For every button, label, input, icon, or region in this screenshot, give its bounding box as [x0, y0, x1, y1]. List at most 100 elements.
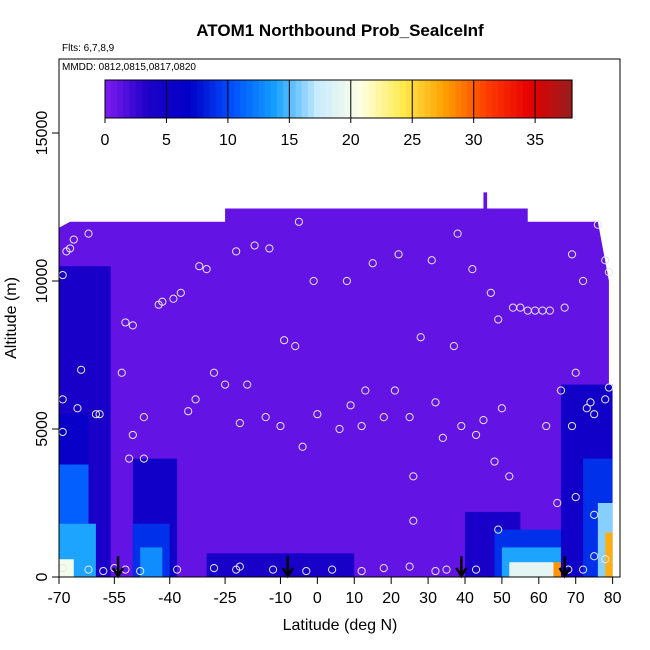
colorbar-tick-label: 10	[219, 132, 237, 149]
sample-point	[136, 566, 145, 576]
colorbar-swatch	[565, 80, 573, 118]
sample-point	[578, 565, 588, 574]
sample-point	[173, 565, 182, 574]
sample-point	[158, 297, 167, 306]
sample-point	[494, 315, 503, 324]
sample-point	[390, 386, 399, 395]
colorbar-swatch	[516, 80, 524, 118]
sample-point	[560, 303, 569, 312]
x-tick-label: 80	[604, 590, 622, 607]
y-axis: 0 5000 10000 15000	[34, 111, 59, 581]
colorbar-swatch	[356, 80, 364, 118]
sample-point	[220, 380, 230, 389]
colorbar-swatch	[178, 80, 186, 118]
colorbar-tick-label: 5	[162, 132, 171, 149]
x-tick-label: -10	[269, 590, 292, 607]
sample-point	[91, 410, 101, 419]
y-tick-label: 10000	[34, 259, 51, 304]
colorbar-swatch	[252, 80, 260, 118]
x-tick-label: 20	[382, 590, 400, 607]
sample-point	[571, 368, 580, 377]
flight-arrow-head	[111, 567, 125, 579]
colorbar-swatch	[424, 80, 432, 118]
colorbar-swatch	[221, 80, 229, 118]
sample-point	[77, 365, 86, 374]
colorbar-swatch	[111, 80, 118, 118]
sample-point	[361, 386, 370, 395]
sample-point	[65, 244, 75, 253]
sample-point	[571, 492, 580, 502]
x-tick-label: 60	[530, 590, 548, 607]
colorbar-swatch	[129, 80, 137, 118]
sample-point	[298, 442, 307, 451]
sample-point	[195, 262, 204, 271]
sample-point	[302, 566, 311, 576]
sample-point	[291, 342, 300, 351]
x-tick-label: 10	[345, 590, 363, 607]
sample-point	[379, 564, 388, 573]
sample-point	[357, 421, 366, 431]
sample-point	[125, 454, 134, 463]
colorbar-swatch	[535, 80, 542, 118]
colorbar-swatch	[234, 80, 241, 118]
sample-point	[328, 565, 337, 574]
field-cell	[605, 532, 613, 577]
sample-point	[265, 244, 274, 253]
colorbar-swatch	[522, 80, 530, 118]
sample-point	[431, 398, 440, 407]
colorbar-swatch	[375, 80, 383, 118]
sample-point	[556, 386, 566, 395]
colorbar-swatch	[485, 80, 493, 118]
sample-point	[542, 421, 551, 431]
flight-arrow-head	[281, 567, 294, 579]
colorbar-tick-label: 25	[403, 132, 421, 149]
colorbar-swatch	[123, 80, 131, 118]
sample-point	[128, 430, 137, 440]
field-cell	[140, 547, 163, 577]
sample-point	[553, 498, 562, 508]
sample-point	[604, 268, 614, 277]
sample-point	[567, 250, 577, 259]
colorbar-ticks: 0 5 10 15 20 25 30 35	[101, 80, 544, 149]
sample-point	[516, 303, 525, 312]
sample-point	[261, 413, 270, 422]
sample-point	[590, 410, 599, 419]
colorbar-swatch	[479, 80, 487, 118]
x-tick-label: -40	[158, 590, 181, 607]
colorbar-swatch	[498, 80, 506, 118]
colorbar-tick-label: 0	[101, 132, 110, 149]
colorbar-swatch	[350, 80, 358, 118]
sample-point	[99, 566, 108, 576]
sample-point	[84, 565, 93, 574]
sample-point	[416, 333, 425, 342]
colorbar-swatch	[172, 80, 180, 118]
sample-point	[191, 395, 200, 404]
field-cell	[206, 553, 355, 577]
y-tick-label: 15000	[34, 111, 51, 156]
sample-point	[601, 256, 610, 265]
colorbar-swatch	[504, 80, 512, 118]
colorbar-swatch	[283, 80, 290, 118]
sample-point	[294, 217, 304, 226]
colorbar-swatch	[406, 80, 413, 118]
sample-point	[468, 265, 477, 274]
colorbar-tick-label: 35	[526, 132, 544, 149]
colorbar-swatch	[547, 80, 555, 118]
colorbar-swatch	[277, 80, 284, 118]
sample-point	[442, 565, 451, 574]
flight-arrow-head	[558, 567, 571, 579]
sample-point	[431, 566, 440, 576]
sample-point	[593, 220, 602, 229]
colorbar-swatch	[393, 80, 401, 118]
colorbar-swatch	[449, 80, 456, 118]
colorbar-swatch	[203, 80, 211, 118]
colorbar-swatch	[344, 80, 352, 118]
sample-point	[438, 433, 447, 442]
colorbar-swatch	[412, 80, 419, 118]
sample-point	[117, 368, 126, 377]
colorbar-swatch	[197, 80, 204, 118]
sample-point	[235, 418, 244, 428]
chart-title: ATOM1 Northbound Prob_SeaIceInf	[196, 21, 484, 40]
x-tick-label: 30	[419, 590, 437, 607]
sample-point	[368, 259, 377, 268]
